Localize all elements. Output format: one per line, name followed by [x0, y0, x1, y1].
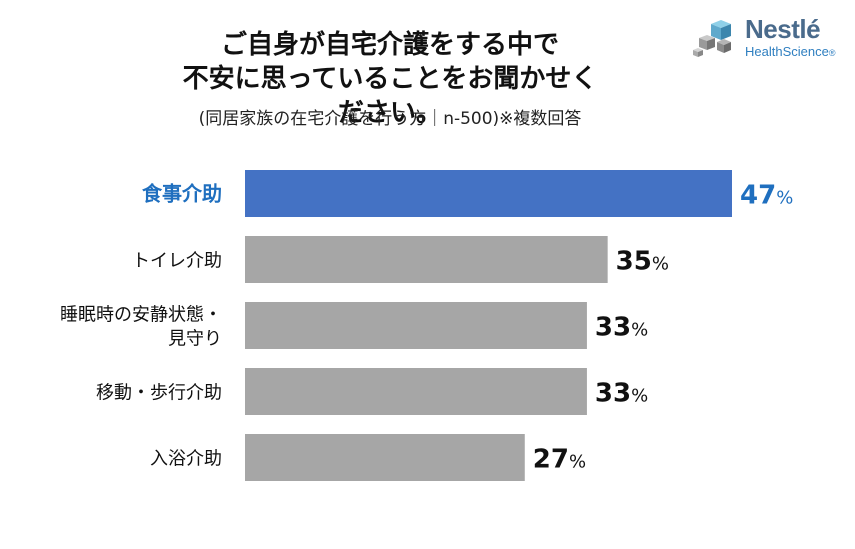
category-label-0: 食事介助 [142, 182, 222, 206]
bar-2 [245, 302, 587, 349]
category-label-2: 睡眠時の安静状態・見守り [60, 305, 222, 350]
bar-3 [245, 368, 587, 415]
value-label-0: 47% [740, 181, 793, 211]
logo-cubes-icon [693, 20, 731, 57]
value-label-1: 35% [616, 247, 669, 277]
bar-1 [245, 236, 608, 283]
category-label-1: トイレ介助 [132, 251, 222, 272]
chart-title-line1: ご自身が自宅介護をする中で [220, 30, 559, 60]
bar-4 [245, 434, 525, 481]
category-label-3: 移動・歩行介助 [96, 383, 222, 404]
value-label-4: 27% [533, 445, 586, 475]
chart-subtitle: (同居家族の在宅介護を行う方｜n-500)※複数回答 [198, 109, 582, 129]
category-label-4: 入浴介助 [150, 449, 222, 470]
logo-brand: Nestlé [745, 14, 821, 44]
nestle-health-science-logo: Nestlé HealthScience® [693, 14, 843, 66]
logo-subbrand: HealthScience® [745, 44, 836, 59]
chart-title-line2: 不安に思っていることをお聞かせください。 [182, 64, 598, 128]
bar-0 [245, 170, 732, 217]
value-label-3: 33% [595, 379, 648, 409]
value-label-2: 33% [595, 313, 648, 343]
